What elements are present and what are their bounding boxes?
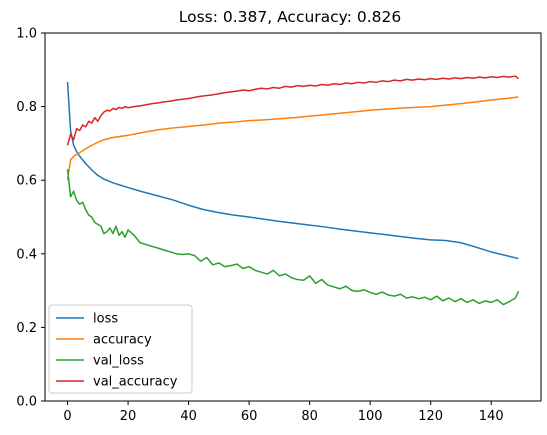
legend-box (48, 304, 193, 394)
y-tick-label: 1.0 (16, 27, 37, 42)
series-line-accuracy (66, 96, 519, 181)
series-layer (66, 75, 520, 306)
series-line-val-accuracy (66, 75, 519, 146)
x-tick-label: 140 (479, 409, 504, 424)
y-tick-label: 0.2 (16, 321, 37, 336)
legend-label-accuracy: accuracy (93, 333, 152, 348)
tick-layer: 0 20 40 60 80 100 120 140 0.0 0.2 0.4 0.6 0.8 1.0 (16, 27, 503, 425)
y-tick-label: 0.6 (16, 174, 37, 189)
x-tick-label: 120 (418, 409, 443, 424)
chart-title: Loss: 0.387, Accuracy: 0.826 (179, 8, 402, 26)
y-tick-label: 0.4 (16, 247, 37, 262)
legend-label-val-accuracy: val_accuracy (93, 375, 178, 390)
legend-label-loss: loss (93, 312, 118, 327)
series-line-val-loss (66, 169, 520, 306)
legend: loss accuracy val_loss val_accuracy (48, 304, 193, 394)
x-tick-label: 60 (241, 409, 258, 424)
x-tick-label: 20 (120, 409, 137, 424)
series-line-loss (66, 81, 519, 260)
plot-frame (44, 32, 542, 402)
x-tick-label: 100 (358, 409, 383, 424)
y-tick-label: 0.0 (16, 395, 37, 410)
y-tick-label: 0.8 (16, 100, 37, 115)
legend-entries: loss accuracy val_loss val_accuracy (56, 312, 178, 390)
x-tick-label: 40 (180, 409, 197, 424)
x-tick-label: 0 (63, 409, 71, 424)
legend-label-val-loss: val_loss (93, 354, 144, 369)
x-tick-label: 80 (301, 409, 318, 424)
